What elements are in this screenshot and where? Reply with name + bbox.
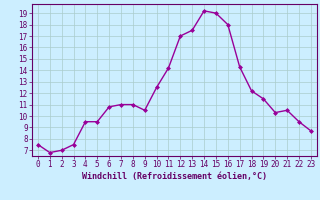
X-axis label: Windchill (Refroidissement éolien,°C): Windchill (Refroidissement éolien,°C) <box>82 172 267 181</box>
